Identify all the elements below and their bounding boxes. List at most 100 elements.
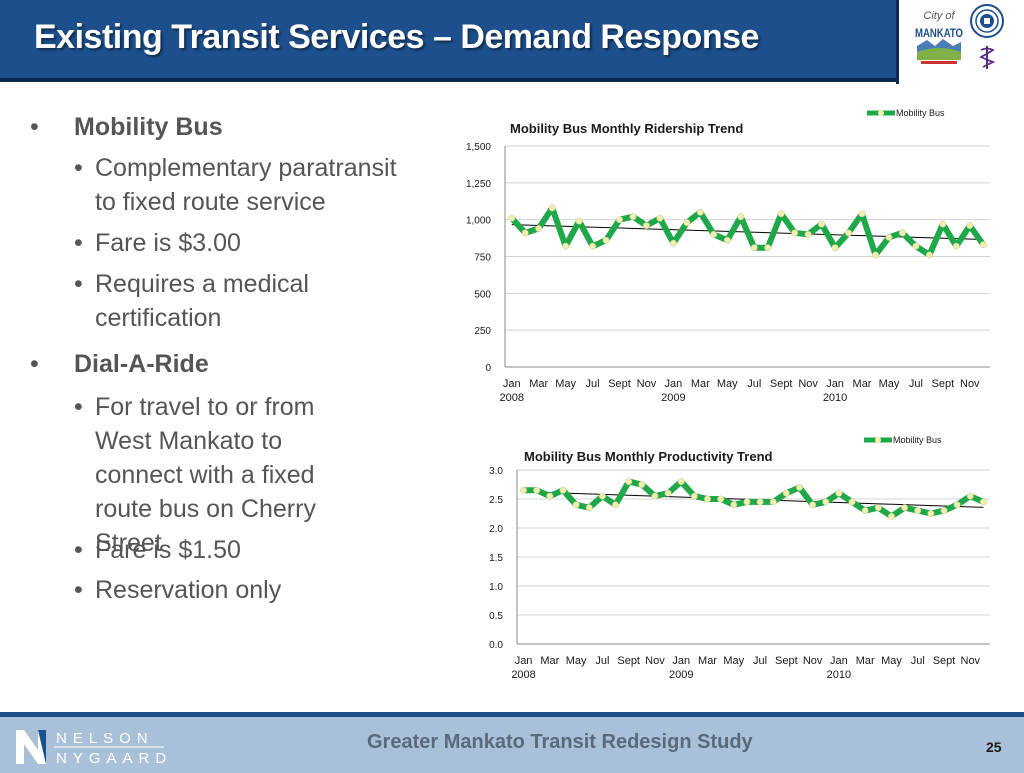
data-point bbox=[777, 210, 785, 218]
city-script-text: City of bbox=[923, 10, 955, 22]
data-point bbox=[979, 498, 987, 506]
x-tick-label: Nov bbox=[645, 655, 665, 667]
data-point bbox=[845, 229, 852, 237]
data-point bbox=[704, 495, 711, 503]
nelson-nygaard-logo: NELSON NYGAARD bbox=[16, 730, 172, 766]
data-point bbox=[885, 233, 893, 241]
x-tick-label: Nov bbox=[637, 378, 657, 390]
x-tick-label: Jan bbox=[672, 655, 690, 667]
data-point bbox=[939, 220, 947, 228]
series-line bbox=[509, 204, 986, 258]
bullet-marker: • bbox=[74, 229, 83, 257]
x-tick-label: Nov bbox=[803, 655, 823, 667]
bullet-item-text: Fare is $3.00 bbox=[95, 229, 241, 257]
data-point bbox=[791, 229, 799, 237]
year-label: 2008 bbox=[499, 392, 523, 404]
bullet-marker: • bbox=[74, 270, 83, 298]
year-label: 2010 bbox=[827, 669, 851, 681]
data-point bbox=[562, 242, 570, 250]
data-point bbox=[638, 481, 646, 488]
page-number: 25 bbox=[986, 739, 1002, 755]
data-point bbox=[769, 498, 777, 506]
chart-title: Mobility Bus Monthly Productivity Trend bbox=[524, 449, 773, 464]
company-line1: NELSON bbox=[56, 730, 154, 747]
data-point bbox=[589, 242, 597, 250]
data-point bbox=[710, 230, 718, 238]
y-tick-label: 1.5 bbox=[489, 553, 503, 564]
year-label: 2009 bbox=[661, 392, 685, 404]
year-label: 2009 bbox=[669, 669, 693, 681]
data-point bbox=[559, 486, 567, 494]
x-tick-label: May bbox=[566, 655, 587, 667]
x-tick-label: May bbox=[879, 378, 900, 390]
x-tick-label: Sept bbox=[608, 378, 631, 390]
caduceus-icon bbox=[978, 46, 996, 69]
company-line2: NYGAARD bbox=[56, 750, 172, 766]
y-tick-label: 0.5 bbox=[489, 611, 503, 622]
data-point bbox=[953, 501, 961, 509]
bullet-item: • Reservation only bbox=[74, 573, 414, 607]
bullet-marker: • bbox=[30, 350, 39, 378]
data-point bbox=[898, 229, 906, 237]
x-tick-label: Sept bbox=[932, 378, 955, 390]
data-point bbox=[888, 512, 895, 520]
data-point bbox=[677, 478, 685, 486]
data-point bbox=[575, 217, 583, 225]
x-tick-label: Jan bbox=[830, 655, 848, 667]
x-tick-label: Jul bbox=[747, 378, 761, 390]
x-tick-label: Nov bbox=[961, 655, 981, 667]
data-point bbox=[683, 219, 691, 227]
chart-legend: Mobility Bus bbox=[864, 435, 942, 445]
data-point bbox=[756, 498, 764, 506]
data-point bbox=[717, 495, 725, 503]
x-tick-label: Jan bbox=[515, 655, 533, 667]
y-tick-label: 750 bbox=[474, 253, 491, 264]
data-point bbox=[664, 489, 672, 497]
data-point bbox=[861, 507, 869, 515]
productivity-chart: Mobility Bus Monthly Productivity Trend … bbox=[489, 435, 990, 681]
x-tick-label: May bbox=[881, 655, 902, 667]
data-point bbox=[598, 492, 606, 500]
y-tick-label: 250 bbox=[474, 326, 491, 337]
x-tick-label: Jul bbox=[595, 655, 609, 667]
data-point bbox=[940, 507, 948, 515]
data-point bbox=[952, 242, 960, 250]
y-tick-label: 2.0 bbox=[489, 524, 503, 535]
data-point bbox=[696, 208, 704, 216]
data-point bbox=[831, 244, 839, 252]
y-tick-label: 1.0 bbox=[489, 582, 503, 593]
bullet-marker: • bbox=[74, 154, 83, 182]
legend-marker bbox=[875, 437, 881, 443]
x-tick-label: Sept bbox=[933, 655, 956, 667]
y-tick-label: 1,500 bbox=[466, 142, 491, 153]
x-tick-label: Mar bbox=[540, 655, 559, 667]
data-point bbox=[743, 498, 751, 506]
bullet-item-text: For travel to or from West Mankato to co… bbox=[95, 393, 316, 557]
data-point bbox=[966, 222, 974, 230]
data-point bbox=[764, 244, 772, 252]
y-tick-label: 0 bbox=[485, 363, 491, 374]
x-tick-label: Jul bbox=[909, 378, 923, 390]
data-point bbox=[548, 204, 556, 212]
data-point bbox=[730, 501, 738, 509]
data-point bbox=[585, 504, 593, 512]
x-tick-label: Sept bbox=[617, 655, 640, 667]
bullet-item: • Fare is $3.00 bbox=[74, 226, 414, 260]
y-tick-label: 0.0 bbox=[489, 640, 503, 651]
title-bar: Existing Transit Services – Demand Respo… bbox=[0, 0, 896, 82]
data-point bbox=[521, 229, 529, 237]
data-point bbox=[818, 220, 826, 228]
data-point bbox=[804, 230, 812, 238]
x-tick-label: Mar bbox=[698, 655, 717, 667]
data-point bbox=[508, 214, 516, 222]
data-point bbox=[690, 492, 698, 500]
x-tick-label: Sept bbox=[775, 655, 798, 667]
data-point bbox=[546, 492, 554, 500]
chart-title: Mobility Bus Monthly Ridership Trend bbox=[510, 121, 743, 136]
x-tick-label: Jul bbox=[586, 378, 600, 390]
data-point bbox=[901, 504, 909, 512]
x-tick-label: Jan bbox=[826, 378, 844, 390]
data-point bbox=[872, 251, 879, 259]
bullet-item: • Fare is $1.50 bbox=[74, 533, 414, 567]
data-point bbox=[629, 213, 637, 221]
